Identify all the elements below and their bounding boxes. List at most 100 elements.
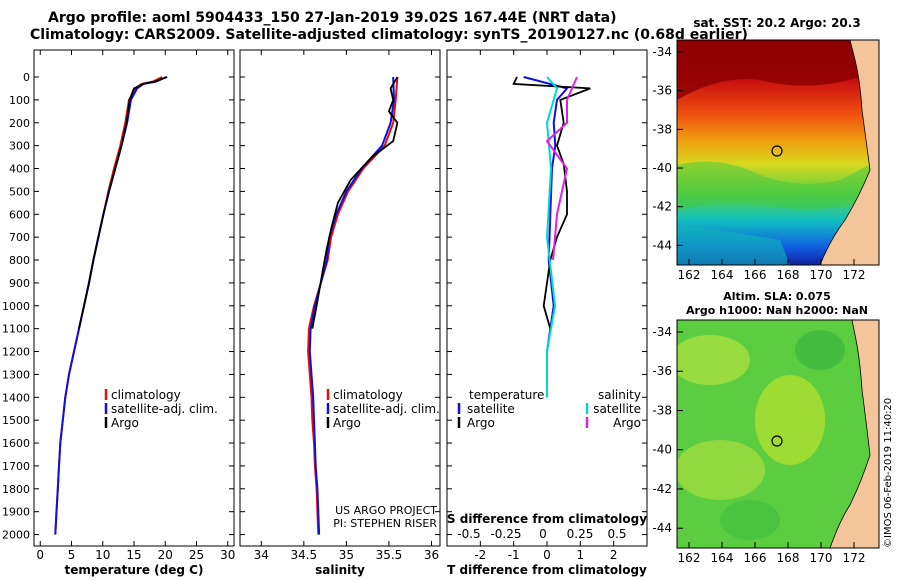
map-y-tick-label: -44 — [652, 521, 672, 535]
s-diff-axis-label: S difference from climatology — [447, 512, 647, 526]
x-tick-label: -2 — [474, 548, 486, 562]
map-y-tick-label: -42 — [652, 482, 672, 496]
map-x-tick-label: 162 — [678, 551, 701, 565]
series-line-satellite-adj-clim- — [308, 76, 396, 535]
legend-label: climatology — [111, 388, 181, 402]
argo-float-marker-sla — [771, 435, 783, 447]
legend-label: Argo — [467, 416, 495, 430]
map-x-tick-label: 170 — [810, 551, 833, 565]
x-tick-label: 0 — [36, 548, 44, 562]
y-tick-label: 1100 — [2, 323, 30, 336]
sst-map: sat. SST: 20.2 Argo: 20.3 -34 -36 -38 -40 -4… — [652, 16, 880, 282]
x-tick-label: 20 — [158, 548, 173, 562]
argo-float-marker — [771, 145, 783, 157]
y-tick-label: 1400 — [2, 391, 30, 404]
land-south-island — [819, 40, 879, 265]
map-y-tick-label: -42 — [652, 200, 672, 214]
legend-label: Argo — [333, 416, 361, 430]
y-tick-label: 0 — [23, 71, 30, 84]
sla-map-title-2: Argo h1000: NaN h2000: NaN — [686, 304, 868, 317]
x-tick-label: 35.5 — [376, 548, 403, 562]
map-x-tick-label: 168 — [777, 551, 800, 565]
y-tick-label: 100 — [9, 94, 30, 107]
map-x-tick-label: 172 — [843, 268, 866, 282]
map-y-tick-label: -38 — [652, 122, 672, 136]
y-tick-label: 1000 — [2, 300, 30, 313]
temperature-panel: 0100200300400500600700800900100011001200… — [2, 49, 235, 577]
legend-label: satellite-adj. clim. — [111, 402, 218, 416]
y-tick-label: 200 — [9, 117, 30, 130]
x-tick-label: 2 — [610, 548, 618, 562]
series-line-argo — [78, 76, 168, 329]
map-y-tick-label: -40 — [652, 443, 672, 457]
x-tick-label: 5 — [68, 548, 76, 562]
land-south-island-sla — [829, 320, 879, 548]
y-tick-label: 400 — [9, 163, 30, 176]
s-diff-tick-label: 0.5 — [607, 527, 626, 541]
map-x-tick-label: 164 — [711, 268, 734, 282]
x-tick-label: 30 — [220, 548, 235, 562]
difference-panel: -2 -1 0 1 2T difference from climatology temp… — [446, 49, 648, 577]
s-diff-tick-label: 0.25 — [567, 527, 594, 541]
map-x-tick-label: 164 — [711, 551, 734, 565]
y-tick-label: 1900 — [2, 506, 30, 519]
x-tick-label: -1 — [508, 548, 520, 562]
salinity-plot-frame — [239, 49, 441, 547]
map-x-tick-label: 170 — [810, 268, 833, 282]
x-tick-label: 34 — [254, 548, 269, 562]
y-tick-label: 600 — [9, 208, 30, 221]
sst-map-title: sat. SST: 20.2 Argo: 20.3 — [693, 16, 860, 30]
x-tick-label: 35 — [339, 548, 354, 562]
x-tick-label: 0 — [543, 548, 551, 562]
map-y-tick-label: -34 — [652, 325, 672, 339]
x-tick-label: 25 — [189, 548, 204, 562]
x-tick-label: 15 — [126, 548, 141, 562]
map-x-tick-label: 172 — [843, 551, 866, 565]
x-tick-label: 10 — [95, 548, 110, 562]
title-line-2: Climatology: CARS2009. Satellite-adjuste… — [30, 27, 748, 43]
y-tick-label: 2000 — [2, 529, 30, 542]
y-tick-label: 1200 — [2, 346, 30, 359]
legend-label: climatology — [333, 388, 403, 402]
y-tick-label: 300 — [9, 140, 30, 153]
credit-text: US ARGO PROJECT — [335, 504, 437, 517]
x-tick-label: 34.5 — [290, 548, 317, 562]
difference-x-axis-label: T difference from climatology — [447, 563, 647, 577]
x-tick-label: 36 — [424, 548, 439, 562]
map-x-tick-label: 168 — [777, 268, 800, 282]
s-diff-tick-label: -0.5 — [457, 527, 480, 541]
watermark: ©IMOS 06-Feb-2019 11:40:20 — [883, 398, 894, 548]
y-tick-label: 700 — [9, 231, 30, 244]
series-line-s-satellite — [545, 76, 559, 398]
salinity-x-axis-label: salinity — [315, 563, 365, 577]
map-x-tick-label: 166 — [744, 551, 767, 565]
y-tick-label: 1800 — [2, 483, 30, 496]
map-y-tick-label: -38 — [652, 403, 672, 417]
map-y-tick-label: -36 — [652, 84, 672, 98]
legend-label: temperature — [469, 388, 544, 402]
title-line-1: Argo profile: aoml 5904433_150 27-Jan-20… — [48, 10, 617, 26]
credit-text: PI: STEPHEN RISER — [333, 517, 437, 530]
temperature-x-axis-label: temperature (deg C) — [65, 563, 204, 577]
series-line-argo — [311, 76, 399, 329]
salinity-panel: 34 34.5 35 35.5 36 salinity climatologysatelli… — [239, 49, 441, 577]
sla-map-title-1: Altim. SLA: 0.075 — [723, 290, 830, 303]
map-y-tick-label: -40 — [652, 161, 672, 175]
map-y-tick-label: -36 — [652, 364, 672, 378]
map-y-tick-label: -34 — [652, 45, 672, 59]
map-y-tick-label: -44 — [652, 238, 672, 252]
y-tick-label: 800 — [9, 254, 30, 267]
legend-label: salinity — [598, 388, 641, 402]
map-x-tick-label: 162 — [678, 268, 701, 282]
s-diff-tick-label: -0.25 — [490, 527, 521, 541]
y-tick-label: 1700 — [2, 460, 30, 473]
series-line-s-argo — [545, 76, 578, 261]
temperature-plot-frame — [33, 49, 235, 547]
legend-label: satellite — [593, 402, 641, 416]
y-tick-label: 1600 — [2, 437, 30, 450]
y-tick-label: 900 — [9, 277, 30, 290]
x-tick-label: 1 — [577, 548, 585, 562]
legend-label: Argo — [111, 416, 139, 430]
s-diff-tick-label: 0 — [539, 527, 547, 541]
